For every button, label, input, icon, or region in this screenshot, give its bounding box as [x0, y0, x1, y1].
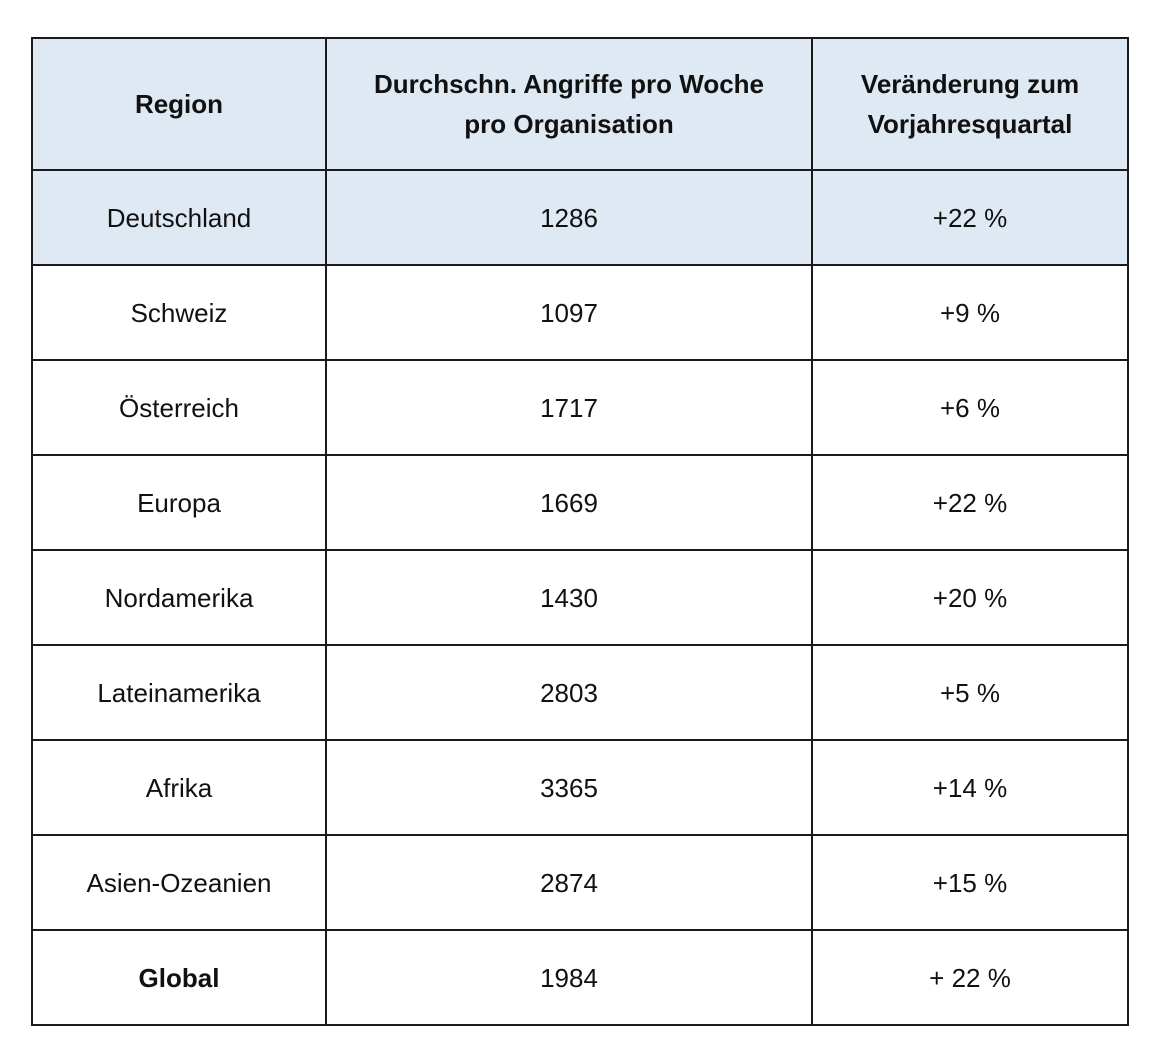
cell-region: Afrika: [31, 739, 327, 836]
cell-attacks: 3365: [325, 739, 813, 836]
cell-change: +9 %: [811, 264, 1129, 361]
table-row: Schweiz 1097 +9 %: [31, 264, 1129, 361]
cell-attacks: 1430: [325, 549, 813, 646]
cell-region: Österreich: [31, 359, 327, 456]
cell-region: Europa: [31, 454, 327, 551]
table-row: Afrika 3365 +14 %: [31, 739, 1129, 836]
table-row: Lateinamerika 2803 +5 %: [31, 644, 1129, 741]
table-row: Europa 1669 +22 %: [31, 454, 1129, 551]
header-change: Veränderung zum Vorjahresquartal: [811, 37, 1129, 171]
cell-change: +6 %: [811, 359, 1129, 456]
cell-change: +22 %: [811, 169, 1129, 266]
table-row: Asien-Ozeanien 2874 +15 %: [31, 834, 1129, 931]
header-region: Region: [31, 37, 327, 171]
cell-region: Schweiz: [31, 264, 327, 361]
cell-region: Asien-Ozeanien: [31, 834, 327, 931]
cell-attacks: 1984: [325, 929, 813, 1026]
cell-attacks: 2803: [325, 644, 813, 741]
attacks-table: Region Durchschn. Angriffe pro Woche pro…: [31, 37, 1129, 1026]
cell-region: Deutschland: [31, 169, 327, 266]
table-row-global: Global 1984 + 22 %: [31, 929, 1129, 1026]
cell-region: Nordamerika: [31, 549, 327, 646]
table-row: Österreich 1717 +6 %: [31, 359, 1129, 456]
cell-change: +5 %: [811, 644, 1129, 741]
cell-region: Global: [31, 929, 327, 1026]
cell-change: +20 %: [811, 549, 1129, 646]
cell-region: Lateinamerika: [31, 644, 327, 741]
cell-attacks: 1717: [325, 359, 813, 456]
table-row: Deutschland 1286 +22 %: [31, 169, 1129, 266]
cell-change: +14 %: [811, 739, 1129, 836]
cell-change: +15 %: [811, 834, 1129, 931]
cell-attacks: 1286: [325, 169, 813, 266]
table-header-row: Region Durchschn. Angriffe pro Woche pro…: [31, 37, 1129, 171]
cell-change: + 22 %: [811, 929, 1129, 1026]
header-avg-attacks: Durchschn. Angriffe pro Woche pro Organi…: [325, 37, 813, 171]
cell-attacks: 2874: [325, 834, 813, 931]
cell-attacks: 1669: [325, 454, 813, 551]
cell-change: +22 %: [811, 454, 1129, 551]
table-row: Nordamerika 1430 +20 %: [31, 549, 1129, 646]
cell-attacks: 1097: [325, 264, 813, 361]
